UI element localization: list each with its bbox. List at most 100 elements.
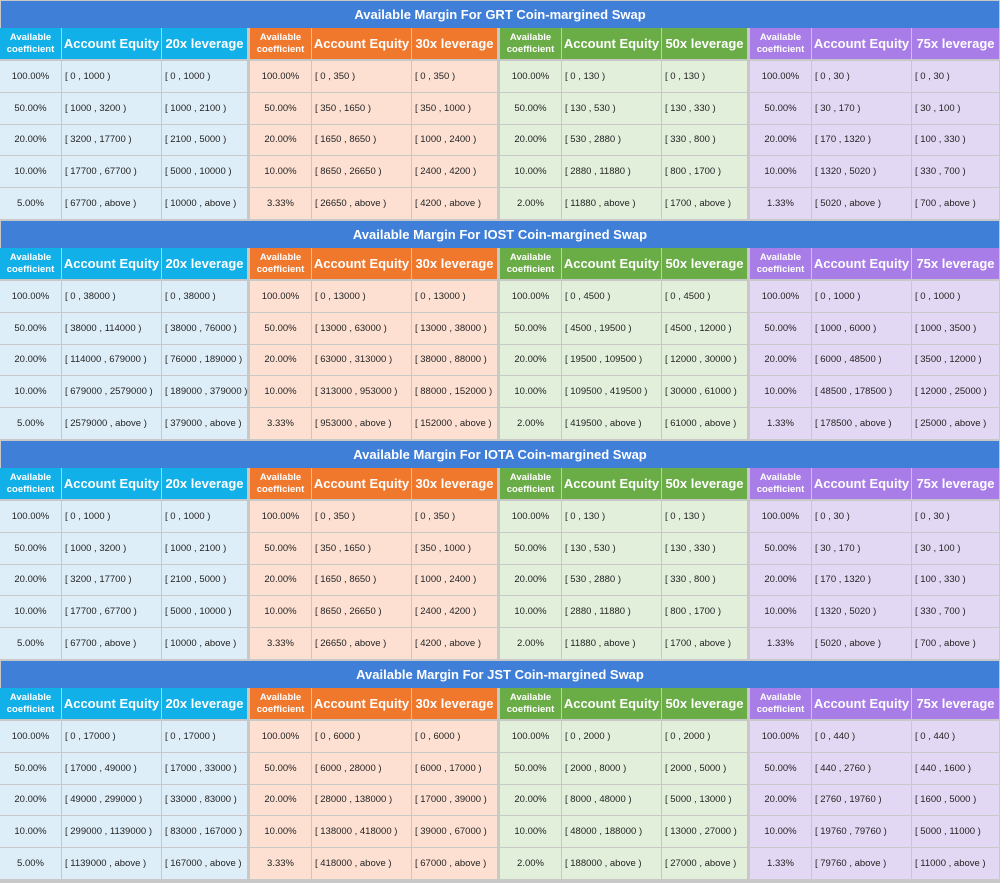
account-equity-cell: [ 0 , 4500 ) <box>562 281 661 313</box>
leverage-cell: [ 350 , 1000 ) <box>412 92 497 125</box>
account-equity-header: Account Equity <box>562 468 661 501</box>
coefficient-cell: 100.00% <box>500 721 561 753</box>
coefficient-column: Available coefficient 100.00% 50.00% 20.00%… <box>750 688 812 880</box>
account-equity-cell: [ 1000 , 6000 ) <box>812 312 911 345</box>
account-equity-cell: [ 170 , 1320 ) <box>812 564 911 597</box>
coefficient-cell: 50.00% <box>250 752 311 785</box>
account-equity-cell: [ 679000 , 2579000 ) <box>62 376 161 409</box>
coefficient-cell: 100.00% <box>500 281 561 313</box>
account-equity-cell: [ 17700 , 67700 ) <box>62 596 161 629</box>
account-equity-cell: [ 0 , 13000 ) <box>312 281 411 313</box>
leverage-cell: [ 167000 , above ) <box>162 848 247 880</box>
coefficient-column: Available coefficient 100.00% 50.00% 20.00%… <box>250 248 312 440</box>
account-equity-header: Account Equity <box>812 468 911 501</box>
leverage-cell: [ 38000 , 88000 ) <box>412 344 497 377</box>
leverage-header: 20x leverage <box>162 688 247 721</box>
account-equity-cell: [ 0 , 1000 ) <box>62 501 161 533</box>
account-equity-cell: [ 4500 , 19500 ) <box>562 312 661 345</box>
coefficient-cell: 10.00% <box>750 816 811 849</box>
leverage-cell: [ 0 , 30 ) <box>912 501 999 533</box>
account-equity-cell: [ 48500 , 178500 ) <box>812 376 911 409</box>
leverage-cell: [ 1000 , 2100 ) <box>162 532 247 565</box>
margin-table-grid: Available coefficient 100.00% 50.00% 20.00%… <box>0 688 1000 880</box>
coefficient-column: Available coefficient 100.00% 50.00% 20.00%… <box>500 468 562 660</box>
account-equity-cell: [ 3200 , 17700 ) <box>62 564 161 597</box>
account-equity-cell: [ 38000 , 114000 ) <box>62 312 161 345</box>
leverage-cell: [ 330 , 700 ) <box>912 596 999 629</box>
leverage-header: 50x leverage <box>662 28 747 61</box>
coefficient-cell: 3.33% <box>250 408 311 440</box>
leverage-group: Available coefficient 100.00% 50.00% 20.00%… <box>0 248 250 440</box>
coefficient-cell: 100.00% <box>250 501 311 533</box>
account-equity-cell: [ 0 , 17000 ) <box>62 721 161 753</box>
coefficient-cell: 20.00% <box>0 564 61 597</box>
account-equity-column: Account Equity[ 0 , 440 )[ 440 , 2760 )[… <box>812 688 912 880</box>
leverage-header: 50x leverage <box>662 248 747 281</box>
coefficient-header: Available coefficient <box>0 248 61 281</box>
leverage-header: 30x leverage <box>412 688 497 721</box>
leverage-cell: [ 700 , above ) <box>912 188 999 220</box>
leverage-cell: [ 1000 , 2400 ) <box>412 564 497 597</box>
account-equity-cell: [ 11880 , above ) <box>562 628 661 660</box>
coefficient-column: Available coefficient 100.00% 50.00% 20.00%… <box>750 468 812 660</box>
coefficient-cell: 50.00% <box>500 752 561 785</box>
leverage-cell: [ 0 , 130 ) <box>662 61 747 93</box>
leverage-group: Available coefficient 100.00% 50.00% 20.00%… <box>250 468 500 660</box>
coefficient-header: Available coefficient <box>250 468 311 501</box>
account-equity-cell: [ 6000 , 28000 ) <box>312 752 411 785</box>
account-equity-cell: [ 178500 , above ) <box>812 408 911 440</box>
leverage-cell: [ 1700 , above ) <box>662 628 747 660</box>
coefficient-cell: 100.00% <box>500 501 561 533</box>
account-equity-cell: [ 0 , 350 ) <box>312 61 411 93</box>
account-equity-cell: [ 0 , 2000 ) <box>562 721 661 753</box>
leverage-cell: [ 0 , 1000 ) <box>162 501 247 533</box>
account-equity-column: Account Equity[ 0 , 1000 )[ 1000 , 3200 … <box>62 28 162 220</box>
leverage-group: Available coefficient 100.00% 50.00% 20.00%… <box>250 688 500 880</box>
leverage-cell: [ 3500 , 12000 ) <box>912 344 999 377</box>
coefficient-header: Available coefficient <box>250 248 311 281</box>
leverage-column: 50x leverage[ 0 , 4500 )[ 4500 , 12000 )… <box>662 248 750 440</box>
leverage-cell: [ 38000 , 76000 ) <box>162 312 247 345</box>
leverage-group: Available coefficient 100.00% 50.00% 20.00%… <box>750 468 1000 660</box>
account-equity-cell: [ 109500 , 419500 ) <box>562 376 661 409</box>
coefficient-header: Available coefficient <box>750 688 811 721</box>
leverage-header: 20x leverage <box>162 468 247 501</box>
account-equity-cell: [ 0 , 440 ) <box>812 721 911 753</box>
account-equity-cell: [ 8650 , 26650 ) <box>312 596 411 629</box>
leverage-column: 50x leverage[ 0 , 2000 )[ 2000 , 5000 )[… <box>662 688 750 880</box>
account-equity-header: Account Equity <box>562 248 661 281</box>
coefficient-cell: 20.00% <box>750 564 811 597</box>
coefficient-column: Available coefficient 100.00% 50.00% 20.00%… <box>750 28 812 220</box>
account-equity-cell: [ 8650 , 26650 ) <box>312 156 411 189</box>
coefficient-column: Available coefficient 100.00% 50.00% 20.00%… <box>0 688 62 880</box>
coefficient-cell: 20.00% <box>250 344 311 377</box>
account-equity-cell: [ 350 , 1650 ) <box>312 92 411 125</box>
account-equity-column: Account Equity[ 0 , 350 )[ 350 , 1650 )[… <box>312 468 412 660</box>
leverage-cell: [ 130 , 330 ) <box>662 92 747 125</box>
account-equity-cell: [ 17000 , 49000 ) <box>62 752 161 785</box>
coefficient-cell: 20.00% <box>0 124 61 157</box>
account-equity-column: Account Equity[ 0 , 2000 )[ 2000 , 8000 … <box>562 688 662 880</box>
coefficient-cell: 10.00% <box>500 596 561 629</box>
account-equity-cell: [ 2000 , 8000 ) <box>562 752 661 785</box>
leverage-cell: [ 12000 , 25000 ) <box>912 376 999 409</box>
account-equity-cell: [ 138000 , 418000 ) <box>312 816 411 849</box>
account-equity-cell: [ 1139000 , above ) <box>62 848 161 880</box>
coefficient-cell: 2.00% <box>500 188 561 220</box>
leverage-cell: [ 330 , 800 ) <box>662 564 747 597</box>
coefficient-cell: 50.00% <box>0 92 61 125</box>
account-equity-header: Account Equity <box>812 248 911 281</box>
leverage-cell: [ 0 , 13000 ) <box>412 281 497 313</box>
coefficient-cell: 100.00% <box>250 61 311 93</box>
coefficient-cell: 20.00% <box>500 124 561 157</box>
leverage-cell: [ 189000 , 379000 ) <box>162 376 247 409</box>
leverage-cell: [ 800 , 1700 ) <box>662 596 747 629</box>
coefficient-cell: 1.33% <box>750 848 811 880</box>
coefficient-cell: 1.33% <box>750 628 811 660</box>
coefficient-cell: 20.00% <box>500 564 561 597</box>
section-title: Available Margin For IOTA Coin-margined … <box>1 440 999 468</box>
account-equity-column: Account Equity[ 0 , 30 )[ 30 , 170 )[ 17… <box>812 28 912 220</box>
coefficient-cell: 20.00% <box>0 784 61 817</box>
account-equity-cell: [ 1650 , 8650 ) <box>312 124 411 157</box>
